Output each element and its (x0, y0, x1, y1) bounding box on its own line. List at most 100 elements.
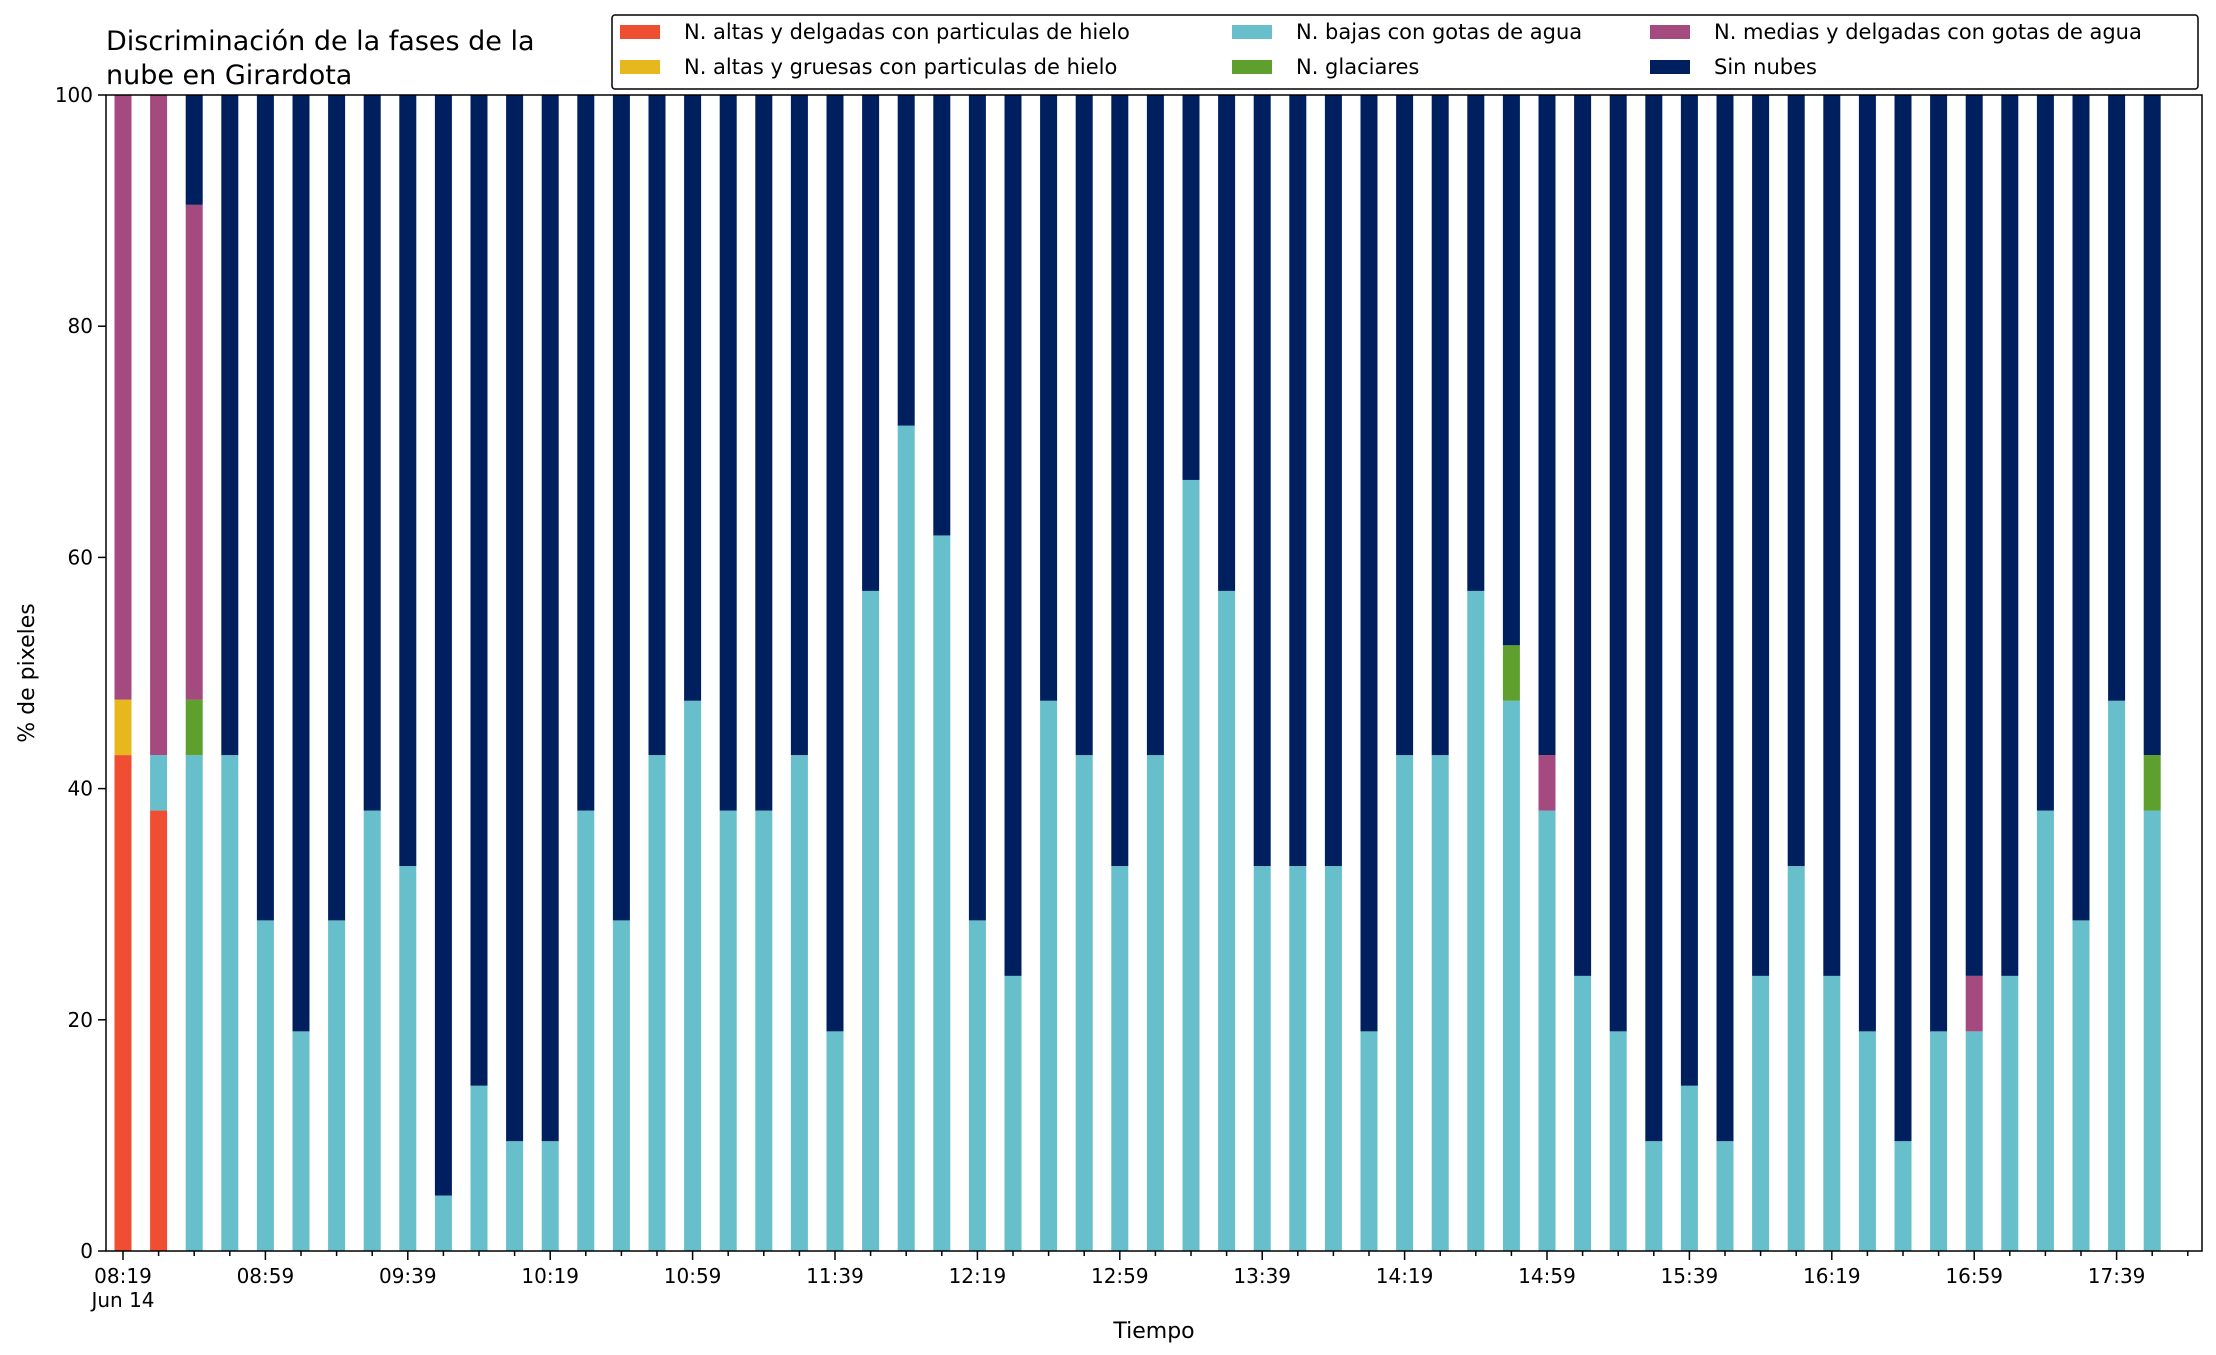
bar-segment-3-s5 (221, 95, 239, 756)
chart-title-line-2: nube en Girardota (106, 60, 352, 91)
bar-segment-4-s5 (256, 95, 274, 921)
legend-label: Sin nubes (1714, 55, 1817, 79)
bar-segment-35-s2 (1360, 1031, 1378, 1251)
y-tick-label: 100 (55, 83, 93, 107)
bar-segment-30-s5 (1182, 95, 1200, 480)
bar-segment-49-s5 (1858, 95, 1876, 1032)
legend: N. altas y delgadas con particulas de hi… (611, 14, 2199, 90)
bar-segment-14-s2 (612, 920, 630, 1251)
bar-segment-20-s2 (826, 1031, 844, 1251)
bar-segment-30-s2 (1182, 479, 1200, 1251)
bar-segment-44-s5 (1680, 95, 1698, 1086)
y-tick-label: 40 (68, 777, 93, 801)
legend-label: N. glaciares (1296, 55, 1419, 79)
bar-segment-11-s5 (506, 95, 524, 1142)
y-axis: 0 20 40 60 80 100 (55, 83, 106, 1263)
bar-segment-41-s5 (1574, 95, 1592, 976)
bar-segment-48-s5 (1823, 95, 1841, 976)
bar-segment-46-s2 (1752, 975, 1770, 1251)
x-tick-label: 16:19 (1803, 1264, 1861, 1288)
bar-segment-26-s5 (1040, 95, 1058, 701)
bars-layer (114, 95, 2161, 1251)
bar-segment-15-s2 (648, 755, 666, 1251)
bar-segment-9-s2 (434, 1195, 452, 1251)
legend-label: N. bajas con gotas de agua (1296, 20, 1582, 44)
bar-segment-14-s5 (612, 95, 630, 921)
bar-segment-7-s5 (363, 95, 381, 811)
bar-segment-38-s2 (1467, 590, 1485, 1251)
bar-segment-48-s2 (1823, 975, 1841, 1251)
bar-segment-11-s2 (506, 1141, 524, 1251)
bar-segment-47-s5 (1787, 95, 1805, 867)
bar-segment-39-s5 (1502, 95, 1520, 646)
bar-segment-6-s5 (328, 95, 346, 921)
bar-segment-18-s5 (755, 95, 773, 811)
bar-segment-46-s5 (1752, 95, 1770, 976)
x-tick-label: 16:59 (1945, 1264, 2003, 1288)
x-tick-label: 14:59 (1518, 1264, 1576, 1288)
bar-segment-33-s5 (1289, 95, 1307, 867)
bar-segment-19-s5 (790, 95, 808, 756)
bar-segment-27-s5 (1075, 95, 1093, 756)
bar-segment-9-s5 (434, 95, 452, 1196)
bar-segment-15-s5 (648, 95, 666, 756)
bar-segment-42-s2 (1609, 1031, 1627, 1251)
bar-segment-2-s4 (185, 204, 203, 700)
bar-segment-5-s5 (292, 95, 310, 1032)
bar-segment-28-s2 (1111, 866, 1129, 1251)
bar-segment-44-s2 (1680, 1085, 1698, 1251)
bar-segment-52-s4 (1965, 975, 1983, 1032)
y-tick-label: 0 (80, 1239, 93, 1263)
x-tick-label: 17:39 (2088, 1264, 2146, 1288)
bar-segment-4-s2 (256, 920, 274, 1251)
bar-segment-56-s5 (2108, 95, 2126, 701)
bar-segment-2-s2 (185, 755, 203, 1251)
y-tick-label: 80 (68, 314, 93, 338)
bar-segment-34-s5 (1324, 95, 1342, 867)
x-tick-label: 12:59 (1091, 1264, 1149, 1288)
bar-segment-3-s2 (221, 755, 239, 1251)
bar-segment-34-s2 (1324, 866, 1342, 1251)
bar-segment-50-s5 (1894, 95, 1912, 1142)
legend-swatch (1232, 60, 1272, 74)
x-tick-label: 09:39 (379, 1264, 437, 1288)
bar-segment-54-s5 (2036, 95, 2054, 811)
bar-segment-2-s5 (185, 95, 203, 205)
bar-segment-47-s2 (1787, 866, 1805, 1251)
bar-segment-49-s2 (1858, 1031, 1876, 1251)
bar-segment-31-s5 (1218, 95, 1236, 591)
bar-segment-38-s5 (1467, 95, 1485, 591)
x-tick-label: 12:19 (949, 1264, 1007, 1288)
x-tick-label: 10:19 (521, 1264, 579, 1288)
bar-segment-28-s5 (1111, 95, 1129, 867)
legend-swatch (1650, 25, 1690, 39)
bar-segment-27-s2 (1075, 755, 1093, 1251)
bar-segment-26-s2 (1040, 700, 1058, 1251)
bar-segment-51-s2 (1930, 1031, 1948, 1251)
bar-segment-33-s2 (1289, 866, 1307, 1251)
bar-segment-41-s2 (1574, 975, 1592, 1251)
bar-segment-21-s5 (862, 95, 880, 591)
bar-segment-40-s4 (1538, 755, 1556, 811)
legend-label: N. altas y gruesas con particulas de hie… (684, 55, 1117, 79)
x-tick-label: 08:19 (94, 1264, 152, 1288)
bar-segment-0-s1 (114, 699, 132, 756)
bar-segment-35-s5 (1360, 95, 1378, 1032)
bar-segment-1-s4 (150, 95, 168, 756)
bar-segment-29-s2 (1146, 755, 1164, 1251)
bar-segment-2-s3 (185, 699, 203, 756)
bar-segment-52-s2 (1965, 1031, 1983, 1251)
bar-segment-25-s2 (1004, 975, 1022, 1251)
bar-segment-7-s2 (363, 810, 381, 1251)
bar-segment-52-s5 (1965, 95, 1983, 976)
bar-segment-22-s2 (897, 425, 915, 1251)
plot-frame (105, 94, 2203, 1252)
bar-segment-29-s5 (1146, 95, 1164, 756)
x-tick-label: 15:39 (1661, 1264, 1719, 1288)
bar-segment-0-s0 (114, 755, 132, 1251)
y-axis-label: % de pixeles (15, 603, 40, 742)
bar-segment-43-s2 (1645, 1141, 1663, 1251)
bar-segment-53-s5 (2001, 95, 2019, 976)
